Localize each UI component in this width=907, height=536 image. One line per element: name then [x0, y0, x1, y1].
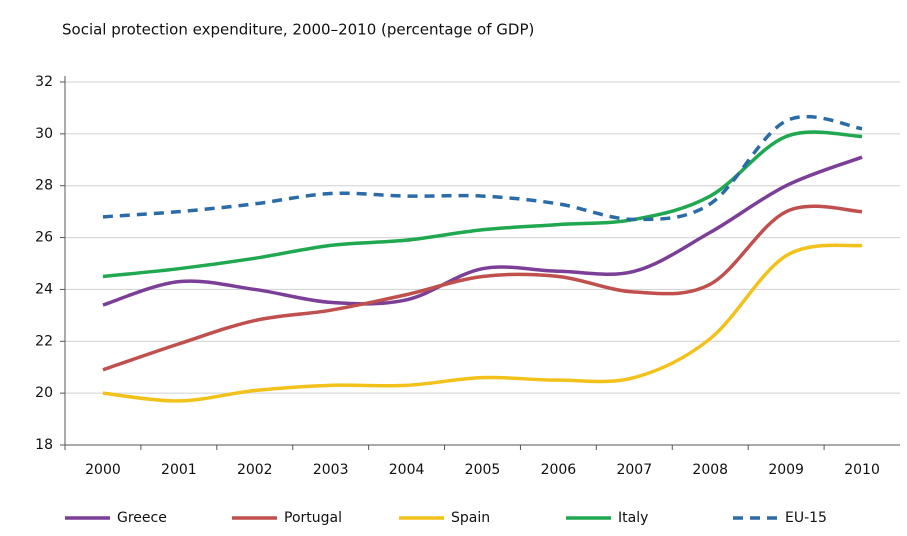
x-tick-label: 2009: [768, 462, 804, 478]
y-tick-label: 18: [35, 437, 53, 453]
y-tick-label: 24: [35, 281, 53, 297]
series-line: [102, 155, 863, 307]
x-tick-label: 2008: [692, 462, 728, 478]
y-tick-label: 22: [35, 333, 53, 349]
y-tick-label: 28: [35, 178, 53, 194]
x-tick-label: 2004: [389, 462, 425, 478]
x-tick-label: 2003: [313, 462, 349, 478]
x-tick-label: 2000: [85, 462, 121, 478]
legend-label: EU-15: [785, 510, 827, 526]
y-tick-label: 32: [35, 74, 53, 90]
series-line: [102, 204, 863, 372]
y-tick-label: 30: [35, 126, 53, 142]
legend-label: Portugal: [284, 510, 342, 526]
x-tick-label: 2007: [616, 462, 652, 478]
chart-title: Social protection expenditure, 2000–2010…: [62, 21, 534, 39]
series-line: [102, 115, 863, 222]
series-line: [102, 243, 863, 403]
legend-label: Spain: [451, 510, 490, 526]
x-tick-label: 2005: [465, 462, 501, 478]
x-tick-label: 2010: [844, 462, 880, 478]
x-tick-label: 2002: [237, 462, 273, 478]
y-tick-label: 26: [35, 230, 53, 246]
legend-label: Italy: [618, 510, 648, 526]
legend-label: Greece: [117, 510, 167, 526]
x-tick-label: 2006: [541, 462, 577, 478]
x-tick-label: 2001: [161, 462, 197, 478]
series-line: [102, 130, 863, 279]
y-tick-label: 20: [35, 385, 53, 401]
